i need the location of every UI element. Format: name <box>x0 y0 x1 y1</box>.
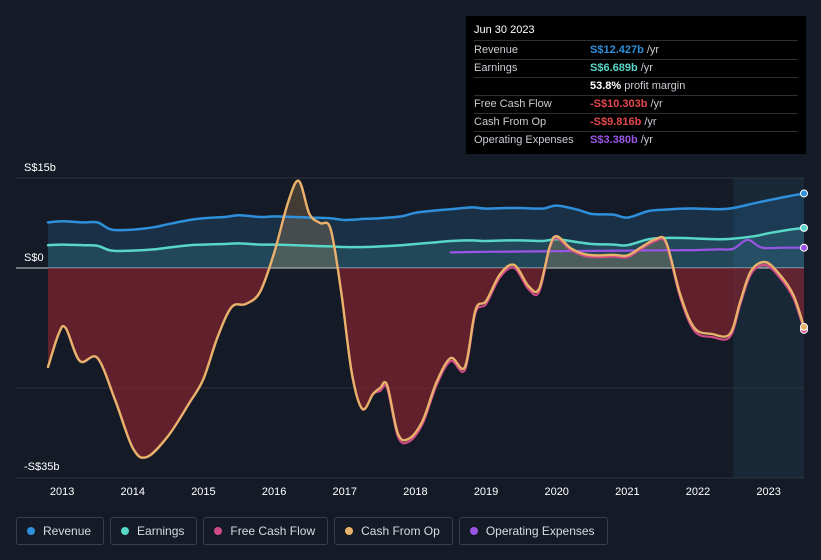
tooltip-unit: profit margin <box>624 78 685 95</box>
legend-item-earnings[interactable]: Earnings <box>110 517 197 545</box>
tooltip-row-operating-expenses: Operating Expenses S$3.380b /yr <box>474 132 798 149</box>
legend-label: Operating Expenses <box>486 524 595 538</box>
legend-label: Free Cash Flow <box>230 524 315 538</box>
y-tick-label-top: S$15b <box>24 162 56 174</box>
tooltip-value: -S$10.303b <box>590 96 647 113</box>
tooltip-label: Operating Expenses <box>474 132 590 149</box>
tooltip-row-earnings: Earnings S$6.689b /yr <box>474 60 798 78</box>
tooltip-label: Earnings <box>474 60 590 77</box>
x-tick-label: 2015 <box>191 486 215 498</box>
tooltip-unit: /yr <box>647 42 659 59</box>
legend-dot-icon <box>345 527 353 535</box>
x-tick-label: 2021 <box>615 486 639 498</box>
tooltip-value: S$6.689b <box>590 60 638 77</box>
legend-dot-icon <box>121 527 129 535</box>
x-tick-label: 2019 <box>474 486 498 498</box>
tooltip-label: Free Cash Flow <box>474 96 590 113</box>
legend-item-revenue[interactable]: Revenue <box>16 517 104 545</box>
tooltip-label: Cash From Op <box>474 114 590 131</box>
y-tick-label-bottom: -S$35b <box>24 461 59 473</box>
x-tick-label: 2018 <box>403 486 427 498</box>
x-axis-labels: 2013 2014 2015 2016 2017 2018 2019 2020 2021 2022… <box>50 486 781 498</box>
legend-label: Revenue <box>43 524 91 538</box>
x-tick-label: 2022 <box>686 486 710 498</box>
tooltip-unit: /yr <box>641 132 653 149</box>
tooltip-unit: /yr <box>644 114 656 131</box>
tooltip-date: Jun 30 2023 <box>474 23 798 41</box>
legend-item-free-cash-flow[interactable]: Free Cash Flow <box>203 517 328 545</box>
tooltip-row-free-cash-flow: Free Cash Flow -S$10.303b /yr <box>474 96 798 114</box>
legend-dot-icon <box>214 527 222 535</box>
legend-label: Earnings <box>137 524 184 538</box>
tooltip-value: S$3.380b <box>590 132 638 149</box>
legend-item-cash-from-op[interactable]: Cash From Op <box>334 517 453 545</box>
data-tooltip: Jun 30 2023 Revenue S$12.427b /yr Earnin… <box>466 16 806 154</box>
x-tick-label: 2020 <box>544 486 568 498</box>
revenue-end-marker <box>801 190 808 197</box>
tooltip-row-profit-margin: 53.8% profit margin <box>474 78 798 96</box>
tooltip-value: S$12.427b <box>590 42 644 59</box>
x-tick-label: 2016 <box>262 486 286 498</box>
legend-dot-icon <box>27 527 35 535</box>
x-tick-label: 2013 <box>50 486 74 498</box>
legend-label: Cash From Op <box>361 524 440 538</box>
x-tick-label: 2017 <box>333 486 357 498</box>
legend-dot-icon <box>470 527 478 535</box>
earnings-end-marker <box>801 224 808 231</box>
x-tick-label: 2014 <box>121 486 145 498</box>
operating-expenses-end-marker <box>801 244 808 251</box>
tooltip-row-revenue: Revenue S$12.427b /yr <box>474 42 798 60</box>
x-tick-label: 2023 <box>756 486 780 498</box>
y-tick-label-zero: S$0 <box>24 252 44 264</box>
chart-legend: Revenue Earnings Free Cash Flow Cash Fro… <box>16 517 608 547</box>
tooltip-unit: /yr <box>650 96 662 113</box>
tooltip-unit: /yr <box>641 60 653 77</box>
tooltip-label: Revenue <box>474 42 590 59</box>
tooltip-label <box>474 78 590 95</box>
legend-item-operating-expenses[interactable]: Operating Expenses <box>459 517 608 545</box>
cash-from-op-end-marker <box>801 323 808 330</box>
tooltip-value: 53.8% <box>590 78 621 95</box>
tooltip-value: -S$9.816b <box>590 114 641 131</box>
tooltip-row-cash-from-op: Cash From Op -S$9.816b /yr <box>474 114 798 132</box>
